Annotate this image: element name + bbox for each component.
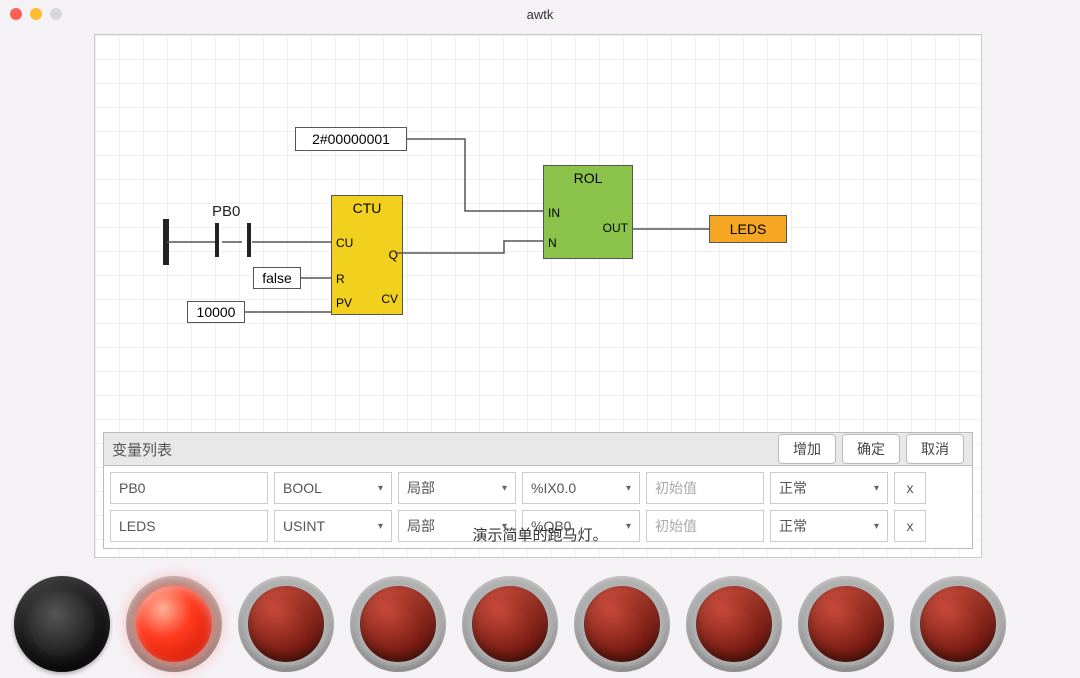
leds-label: LEDS — [730, 221, 767, 237]
led-indicator-4[interactable] — [574, 576, 670, 672]
ctu-pin-cv: CV — [381, 292, 398, 306]
var-init-input[interactable]: 初始值 — [646, 472, 764, 504]
contact-right — [247, 223, 251, 257]
led-indicator-1[interactable] — [238, 576, 334, 672]
power-rail — [163, 219, 169, 265]
add-button[interactable]: 增加 — [778, 434, 836, 464]
led-indicator-0[interactable] — [126, 576, 222, 672]
close-icon[interactable] — [10, 8, 22, 20]
var-name-input[interactable]: LEDS — [110, 510, 268, 542]
knob-control[interactable] — [14, 576, 110, 672]
led-indicator-2[interactable] — [350, 576, 446, 672]
var-addr-select[interactable]: %IX0.0 — [522, 472, 640, 504]
ctu-pin-pv: PV — [336, 296, 352, 310]
led-indicator-6[interactable] — [798, 576, 894, 672]
var-init-input[interactable]: 初始值 — [646, 510, 764, 542]
minimize-icon[interactable] — [30, 8, 42, 20]
ctu-pin-cu: CU — [336, 236, 353, 250]
var-name-input[interactable]: PB0 — [110, 472, 268, 504]
titlebar: awtk — [0, 0, 1080, 28]
pb0-label: PB0 — [212, 203, 240, 220]
window-traffic-lights — [10, 8, 62, 20]
controls-strip — [0, 570, 1080, 678]
variable-panel-title: 变量列表 — [112, 439, 172, 460]
const-binary-value: 2#00000001 — [312, 131, 390, 147]
rol-pin-out: OUT — [603, 221, 628, 235]
var-state-select[interactable]: 正常 — [770, 510, 888, 542]
rol-pin-in: IN — [548, 206, 560, 220]
var-scope-select[interactable]: 局部 — [398, 472, 516, 504]
ctu-block[interactable]: CTU CU R PV Q CV — [331, 195, 403, 315]
var-type-select[interactable]: USINT — [274, 510, 392, 542]
variable-panel-header: 变量列表 增加 确定 取消 — [103, 432, 973, 466]
const-false-box[interactable]: false — [253, 267, 301, 289]
cancel-button[interactable]: 取消 — [906, 434, 964, 464]
var-type-select[interactable]: BOOL — [274, 472, 392, 504]
var-state-select[interactable]: 正常 — [770, 472, 888, 504]
ctu-pin-q: Q — [389, 248, 398, 262]
table-row: PB0BOOL局部%IX0.0初始值正常x — [110, 472, 966, 504]
caption-text: 演示简单的跑马灯。 — [472, 524, 607, 545]
rol-pin-n: N — [548, 236, 557, 250]
const-10000-value: 10000 — [197, 304, 236, 320]
const-binary-box[interactable]: 2#00000001 — [295, 127, 407, 151]
rol-block[interactable]: ROL IN N OUT — [543, 165, 633, 259]
delete-row-button[interactable]: x — [894, 510, 926, 542]
diagram-canvas[interactable]: PB0 2#00000001 false 10000 CTU CU R PV Q… — [94, 34, 982, 558]
led-indicator-5[interactable] — [686, 576, 782, 672]
contact-left — [215, 223, 219, 257]
maximize-icon[interactable] — [50, 8, 62, 20]
led-indicator-7[interactable] — [910, 576, 1006, 672]
const-false-value: false — [262, 270, 292, 286]
const-10000-box[interactable]: 10000 — [187, 301, 245, 323]
delete-row-button[interactable]: x — [894, 472, 926, 504]
ctu-title: CTU — [353, 200, 382, 216]
led-indicator-3[interactable] — [462, 576, 558, 672]
rol-title: ROL — [574, 170, 603, 186]
ctu-pin-r: R — [336, 272, 345, 286]
leds-block[interactable]: LEDS — [709, 215, 787, 243]
ok-button[interactable]: 确定 — [842, 434, 900, 464]
window-title: awtk — [527, 7, 554, 22]
